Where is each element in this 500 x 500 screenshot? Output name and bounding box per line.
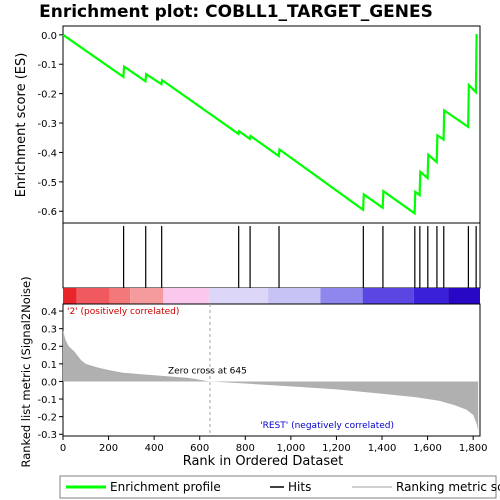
x-tick-label: 0: [60, 443, 66, 454]
es-y-tick-label: -0.4: [37, 148, 57, 159]
legend: Enrichment profile Hits Ranking metric sco…: [66, 480, 500, 494]
es-y-tick-label: 0.0: [41, 31, 57, 42]
es-y-axis: 0.0 -0.1 -0.2 -0.3 -0.4 -0.5 -0.6: [37, 31, 63, 218]
ranking-color-bar: [63, 288, 480, 304]
metric-y-tick-label: -0.3: [37, 430, 57, 441]
color-bar-segment: [268, 288, 321, 304]
metric-y-tick-label: -0.2: [37, 413, 57, 424]
color-bar-segment: [413, 288, 449, 304]
hits-panel-frame: [62, 222, 481, 289]
x-axis-label: Rank in Ordered Dataset: [183, 454, 344, 469]
color-bar-segment: [163, 288, 209, 304]
metric-panel-frame: [62, 303, 481, 437]
metric-y-tick-label: 0.0: [41, 377, 57, 388]
color-bar-segment: [109, 288, 131, 304]
ranking-metric-area: [63, 330, 479, 431]
es-y-tick-label: -0.2: [37, 90, 57, 101]
x-tick-label: 1,800: [459, 443, 488, 454]
hits-marks: [123, 226, 477, 288]
x-tick-label: 1,400: [368, 443, 397, 454]
x-tick-label: 600: [190, 443, 209, 454]
metric-y-tick-label: 0.2: [41, 342, 57, 353]
metric-y-tick-label: 0.4: [41, 307, 57, 318]
negative-correlation-label: 'REST' (negatively correlated): [260, 421, 394, 431]
positive-correlation-label: '2' (positively correlated): [67, 307, 179, 317]
es-y-axis-label: Enrichment score (ES): [14, 53, 29, 198]
color-bar-segment: [448, 288, 480, 304]
x-tick-label: 400: [145, 443, 164, 454]
x-tick-label: 200: [99, 443, 118, 454]
color-bar-segment: [76, 288, 110, 304]
color-bar-segment: [130, 288, 164, 304]
metric-y-axis-label: Ranked list metric (Signal2Noise): [19, 276, 33, 467]
zero-cross-label: Zero cross at 645: [168, 366, 247, 376]
color-bar-segment: [63, 288, 77, 304]
legend-label: Ranking metric scores: [396, 480, 500, 494]
es-y-tick-label: -0.1: [37, 60, 57, 71]
legend-label: Hits: [288, 480, 311, 494]
color-bar-segment: [208, 288, 269, 304]
color-bar-segment: [362, 288, 414, 304]
metric-y-tick-label: 0.3: [41, 325, 57, 336]
metric-y-tick-label: -0.1: [37, 395, 57, 406]
chart-title: Enrichment plot: COBLL1_TARGET_GENES: [39, 2, 433, 22]
enrichment-profile-line: [62, 33, 478, 216]
x-tick-label: 1,200: [322, 443, 351, 454]
metric-y-axis: 0.4 0.3 0.2 0.1 0.0 -0.1 -0.2 -0.3: [37, 307, 63, 441]
x-axis: 0 200 400 600 800 1,000 1,200 1,400 1,600 1,800: [60, 436, 488, 454]
x-tick-label: 1,600: [413, 443, 442, 454]
es-y-tick-label: -0.5: [37, 178, 57, 189]
color-bar-segment: [320, 288, 363, 304]
es-y-tick-label: -0.6: [37, 207, 57, 218]
metric-y-tick-label: 0.1: [41, 360, 57, 371]
x-tick-label: 1,000: [277, 443, 306, 454]
legend-label: Enrichment profile: [110, 480, 221, 494]
x-tick-label: 800: [236, 443, 255, 454]
es-y-tick-label: -0.3: [37, 119, 57, 130]
